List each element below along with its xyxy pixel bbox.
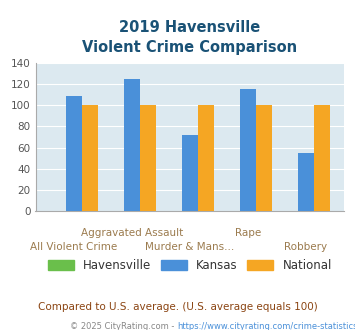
Bar xyxy=(140,105,156,211)
Text: Compared to U.S. average. (U.S. average equals 100): Compared to U.S. average. (U.S. average … xyxy=(38,302,317,312)
Text: https://www.cityrating.com/crime-statistics/: https://www.cityrating.com/crime-statist… xyxy=(178,322,355,330)
Bar xyxy=(298,153,314,211)
Bar xyxy=(240,89,256,211)
Bar xyxy=(82,105,98,211)
Text: Aggravated Assault: Aggravated Assault xyxy=(81,228,183,238)
Bar xyxy=(314,105,330,211)
Title: 2019 Havensville
Violent Crime Comparison: 2019 Havensville Violent Crime Compariso… xyxy=(82,20,297,54)
Text: Robbery: Robbery xyxy=(284,242,328,252)
Legend: Havensville, Kansas, National: Havensville, Kansas, National xyxy=(43,254,337,277)
Bar xyxy=(182,135,198,211)
Text: Rape: Rape xyxy=(235,228,261,238)
Bar xyxy=(66,96,82,211)
Bar xyxy=(198,105,214,211)
Bar xyxy=(124,79,140,211)
Text: © 2025 CityRating.com -: © 2025 CityRating.com - xyxy=(71,322,178,330)
Text: All Violent Crime: All Violent Crime xyxy=(30,242,118,252)
Bar xyxy=(256,105,272,211)
Text: Murder & Mans...: Murder & Mans... xyxy=(145,242,235,252)
